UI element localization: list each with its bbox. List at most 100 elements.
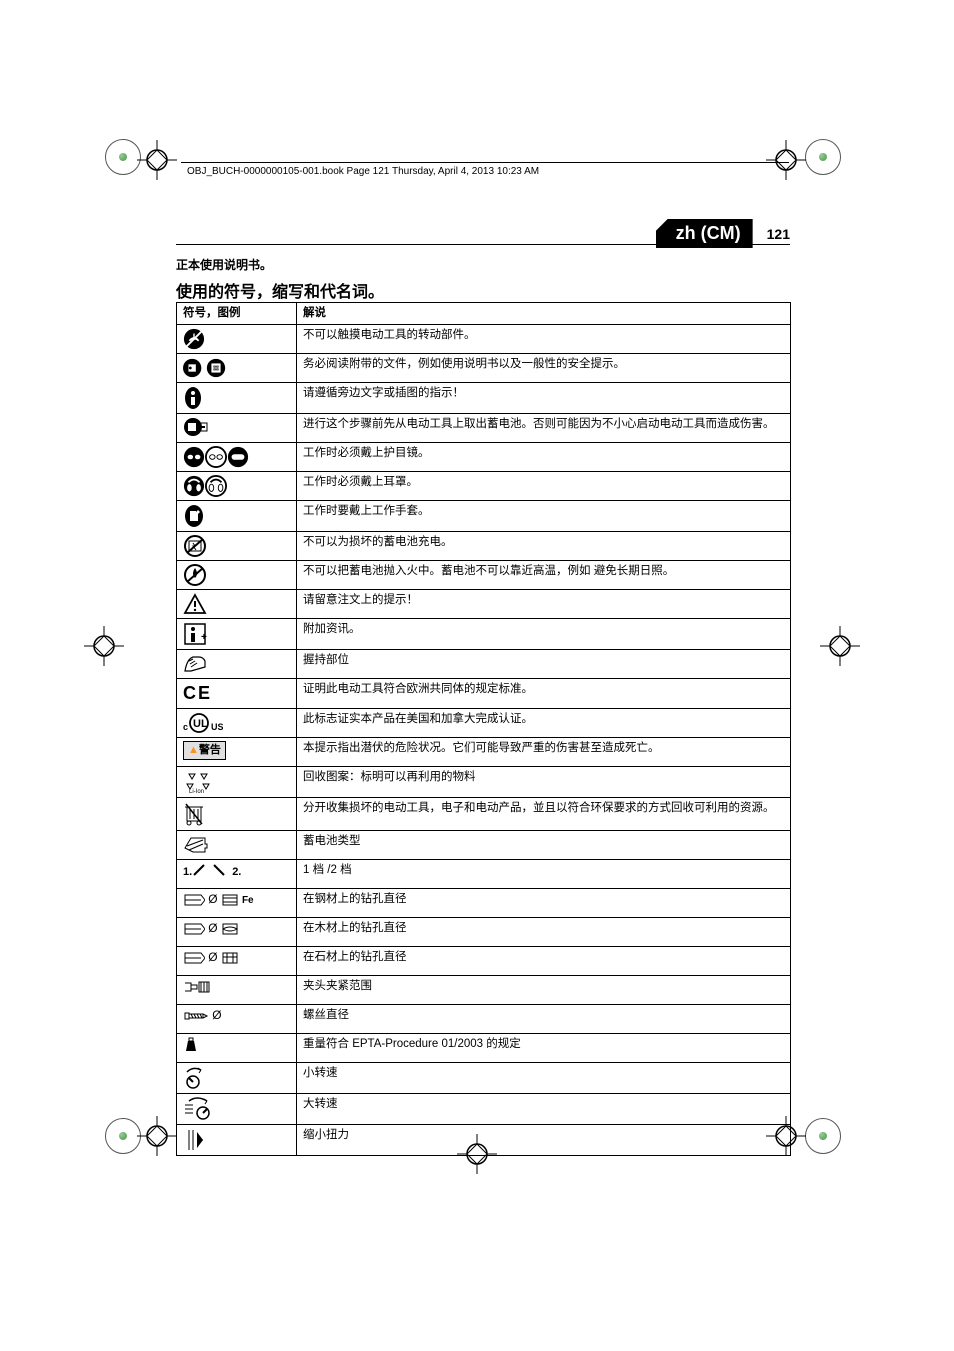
no-fire-icon — [177, 560, 297, 589]
table-row: 蓄电池类型 — [177, 831, 791, 860]
table-row: 工作时必须戴上护目镜。 — [177, 442, 791, 471]
ce-mark-icon: CE — [177, 678, 297, 708]
low-torque-icon — [177, 1125, 297, 1156]
table-row: CE证明此电动工具符合欧洲共同体的规定标准。 — [177, 678, 791, 708]
table-row: 1.2.1 档 /2 档 — [177, 860, 791, 889]
gloves-icon — [177, 500, 297, 531]
symbol-description: 进行这个步骤前先从电动工具上取出蓄电池。否则可能因为不小心启动电动工具而造成伤害… — [297, 413, 791, 442]
symbol-description: 蓄电池类型 — [297, 831, 791, 860]
symbol-description: 在石材上的钻孔直径 — [297, 947, 791, 976]
grip-hand-icon — [177, 649, 297, 678]
section-title: 使用的符号，缩写和代名词。 — [176, 278, 384, 302]
symbol-description: 请留意注文上的提示！ — [297, 589, 791, 618]
symbol-description: 附加资讯。 — [297, 618, 791, 649]
page: OBJ_BUCH-0000000105-001.book Page 121 Th… — [0, 0, 954, 1351]
table-row: Li-Ion 回收图案：标明可以再利用的物料 — [177, 767, 791, 798]
gear-1-2-icon: 1.2. — [177, 860, 297, 889]
reg-mark-bottom-left — [105, 1118, 141, 1154]
symbol-description: 回收图案：标明可以再利用的物料 — [297, 767, 791, 798]
table-row: ▲警告本提示指出潜伏的危险状况。它们可能导致严重的伤害甚至造成死亡。 — [177, 738, 791, 767]
symbol-description: 在钢材上的钻孔直径 — [297, 889, 791, 918]
table-row: 不可以把蓄电池抛入火中。蓄电池不可以靠近高温，例如 避免长期日照。 — [177, 560, 791, 589]
svg-text:US: US — [211, 722, 223, 732]
symbol-description: 缩小扭力 — [297, 1125, 791, 1156]
drill-wood-icon: Ø — [177, 918, 297, 947]
no-touch-rotating-icon — [177, 324, 297, 353]
cul-us-icon: c ULUS — [177, 709, 297, 738]
table-row: 重量符合 EPTA-Procedure 01/2003 的规定 — [177, 1034, 791, 1063]
read-docs-icon — [177, 353, 297, 382]
symbol-description: 本提示指出潜伏的危险状况。它们可能导致严重的伤害甚至造成死亡。 — [297, 738, 791, 767]
ear-protection-icon — [177, 471, 297, 500]
high-speed-icon — [177, 1094, 297, 1125]
reg-mark-top-left — [105, 139, 141, 175]
table-row: 大转速 — [177, 1094, 791, 1125]
table-row: 务必阅读附带的文件，例如使用说明书以及一般性的安全提示。 — [177, 353, 791, 382]
weee-icon — [177, 798, 297, 831]
table-row: 进行这个步骤前先从电动工具上取出蓄电池。否则可能因为不小心启动电动工具而造成伤害… — [177, 413, 791, 442]
goggles-icon — [177, 442, 297, 471]
table-row: 握持部位 — [177, 649, 791, 678]
crop-mark-icon — [766, 140, 806, 180]
symbols-table: 符号，图例 解说 不可以触摸电动工具的转动部件。务必阅读附带的文件，例如使用说明… — [176, 302, 791, 1156]
symbol-description: 请遵循旁边文字或插图的指示！ — [297, 382, 791, 413]
svg-text:c: c — [183, 722, 188, 732]
drill-stone-icon: Ø — [177, 947, 297, 976]
svg-text:Li-Ion: Li-Ion — [189, 789, 204, 794]
symbol-description: 1 档 /2 档 — [297, 860, 791, 889]
battery-type-icon — [177, 831, 297, 860]
page-number: 121 — [767, 226, 790, 242]
table-row: 夹头夹紧范围 — [177, 976, 791, 1005]
table-row: c ULUS 此标志证实本产品在美国和加拿大完成认证。 — [177, 709, 791, 738]
symbol-description: 不可以把蓄电池抛入火中。蓄电池不可以靠近高温，例如 避免长期日照。 — [297, 560, 791, 589]
table-row: 工作时要戴上工作手套。 — [177, 500, 791, 531]
reg-mark-bottom-right — [805, 1118, 841, 1154]
table-row: 小转速 — [177, 1063, 791, 1094]
table-row: 请留意注文上的提示！ — [177, 589, 791, 618]
remove-battery-icon — [177, 413, 297, 442]
table-header-symbol: 符号，图例 — [177, 303, 297, 325]
crop-mark-icon — [137, 1116, 177, 1156]
recycle-liion-icon: Li-Ion — [177, 767, 297, 798]
symbol-description: 在木材上的钻孔直径 — [297, 918, 791, 947]
low-speed-icon — [177, 1063, 297, 1094]
document-title: 正本使用说明书。 — [176, 256, 272, 273]
weight-epta-icon — [177, 1034, 297, 1063]
symbol-description: 务必阅读附带的文件，例如使用说明书以及一般性的安全提示。 — [297, 353, 791, 382]
table-row: 请遵循旁边文字或插图的指示！ — [177, 382, 791, 413]
svg-text:+: + — [201, 632, 207, 643]
symbol-description: 重量符合 EPTA-Procedure 01/2003 的规定 — [297, 1034, 791, 1063]
table-row: Ø螺丝直径 — [177, 1005, 791, 1034]
screw-dia-icon: Ø — [177, 1005, 297, 1034]
symbol-description: 不可以为损坏的蓄电池充电。 — [297, 531, 791, 560]
symbol-description: 夹头夹紧范围 — [297, 976, 791, 1005]
table-row: 缩小扭力 — [177, 1125, 791, 1156]
symbol-description: 工作时必须戴上耳罩。 — [297, 471, 791, 500]
warning-triangle-icon — [177, 589, 297, 618]
chuck-range-icon — [177, 976, 297, 1005]
symbol-description: 大转速 — [297, 1094, 791, 1125]
crop-mark-icon — [820, 626, 860, 666]
symbol-description: 工作时必须戴上护目镜。 — [297, 442, 791, 471]
table-row: Ø Fe在钢材上的钻孔直径 — [177, 889, 791, 918]
table-row: 工作时必须戴上耳罩。 — [177, 471, 791, 500]
crop-mark-icon — [137, 140, 177, 180]
table-row: 分开收集损坏的电动工具，电子和电动产品，並且以符合环保要求的方式回收可利用的资源… — [177, 798, 791, 831]
reg-mark-top-right — [805, 139, 841, 175]
symbol-description: 证明此电动工具符合欧洲共同体的规定标准。 — [297, 678, 791, 708]
symbol-description: 小转速 — [297, 1063, 791, 1094]
info-plus-icon: + — [177, 618, 297, 649]
drill-fe-icon: Ø Fe — [177, 889, 297, 918]
warning-badge-icon: ▲警告 — [177, 738, 297, 767]
table-row: + 附加资讯。 — [177, 618, 791, 649]
table-row: Ø 在木材上的钻孔直径 — [177, 918, 791, 947]
no-charge-damaged-icon — [177, 531, 297, 560]
symbol-description: 握持部位 — [297, 649, 791, 678]
table-header-desc: 解说 — [297, 303, 791, 325]
crop-mark-icon — [84, 626, 124, 666]
table-row: 不可以触摸电动工具的转动部件。 — [177, 324, 791, 353]
symbol-description: 此标志证实本产品在美国和加拿大完成认证。 — [297, 709, 791, 738]
notice-info-icon — [177, 382, 297, 413]
running-header: OBJ_BUCH-0000000105-001.book Page 121 Th… — [187, 166, 539, 177]
svg-text:UL: UL — [193, 718, 208, 730]
